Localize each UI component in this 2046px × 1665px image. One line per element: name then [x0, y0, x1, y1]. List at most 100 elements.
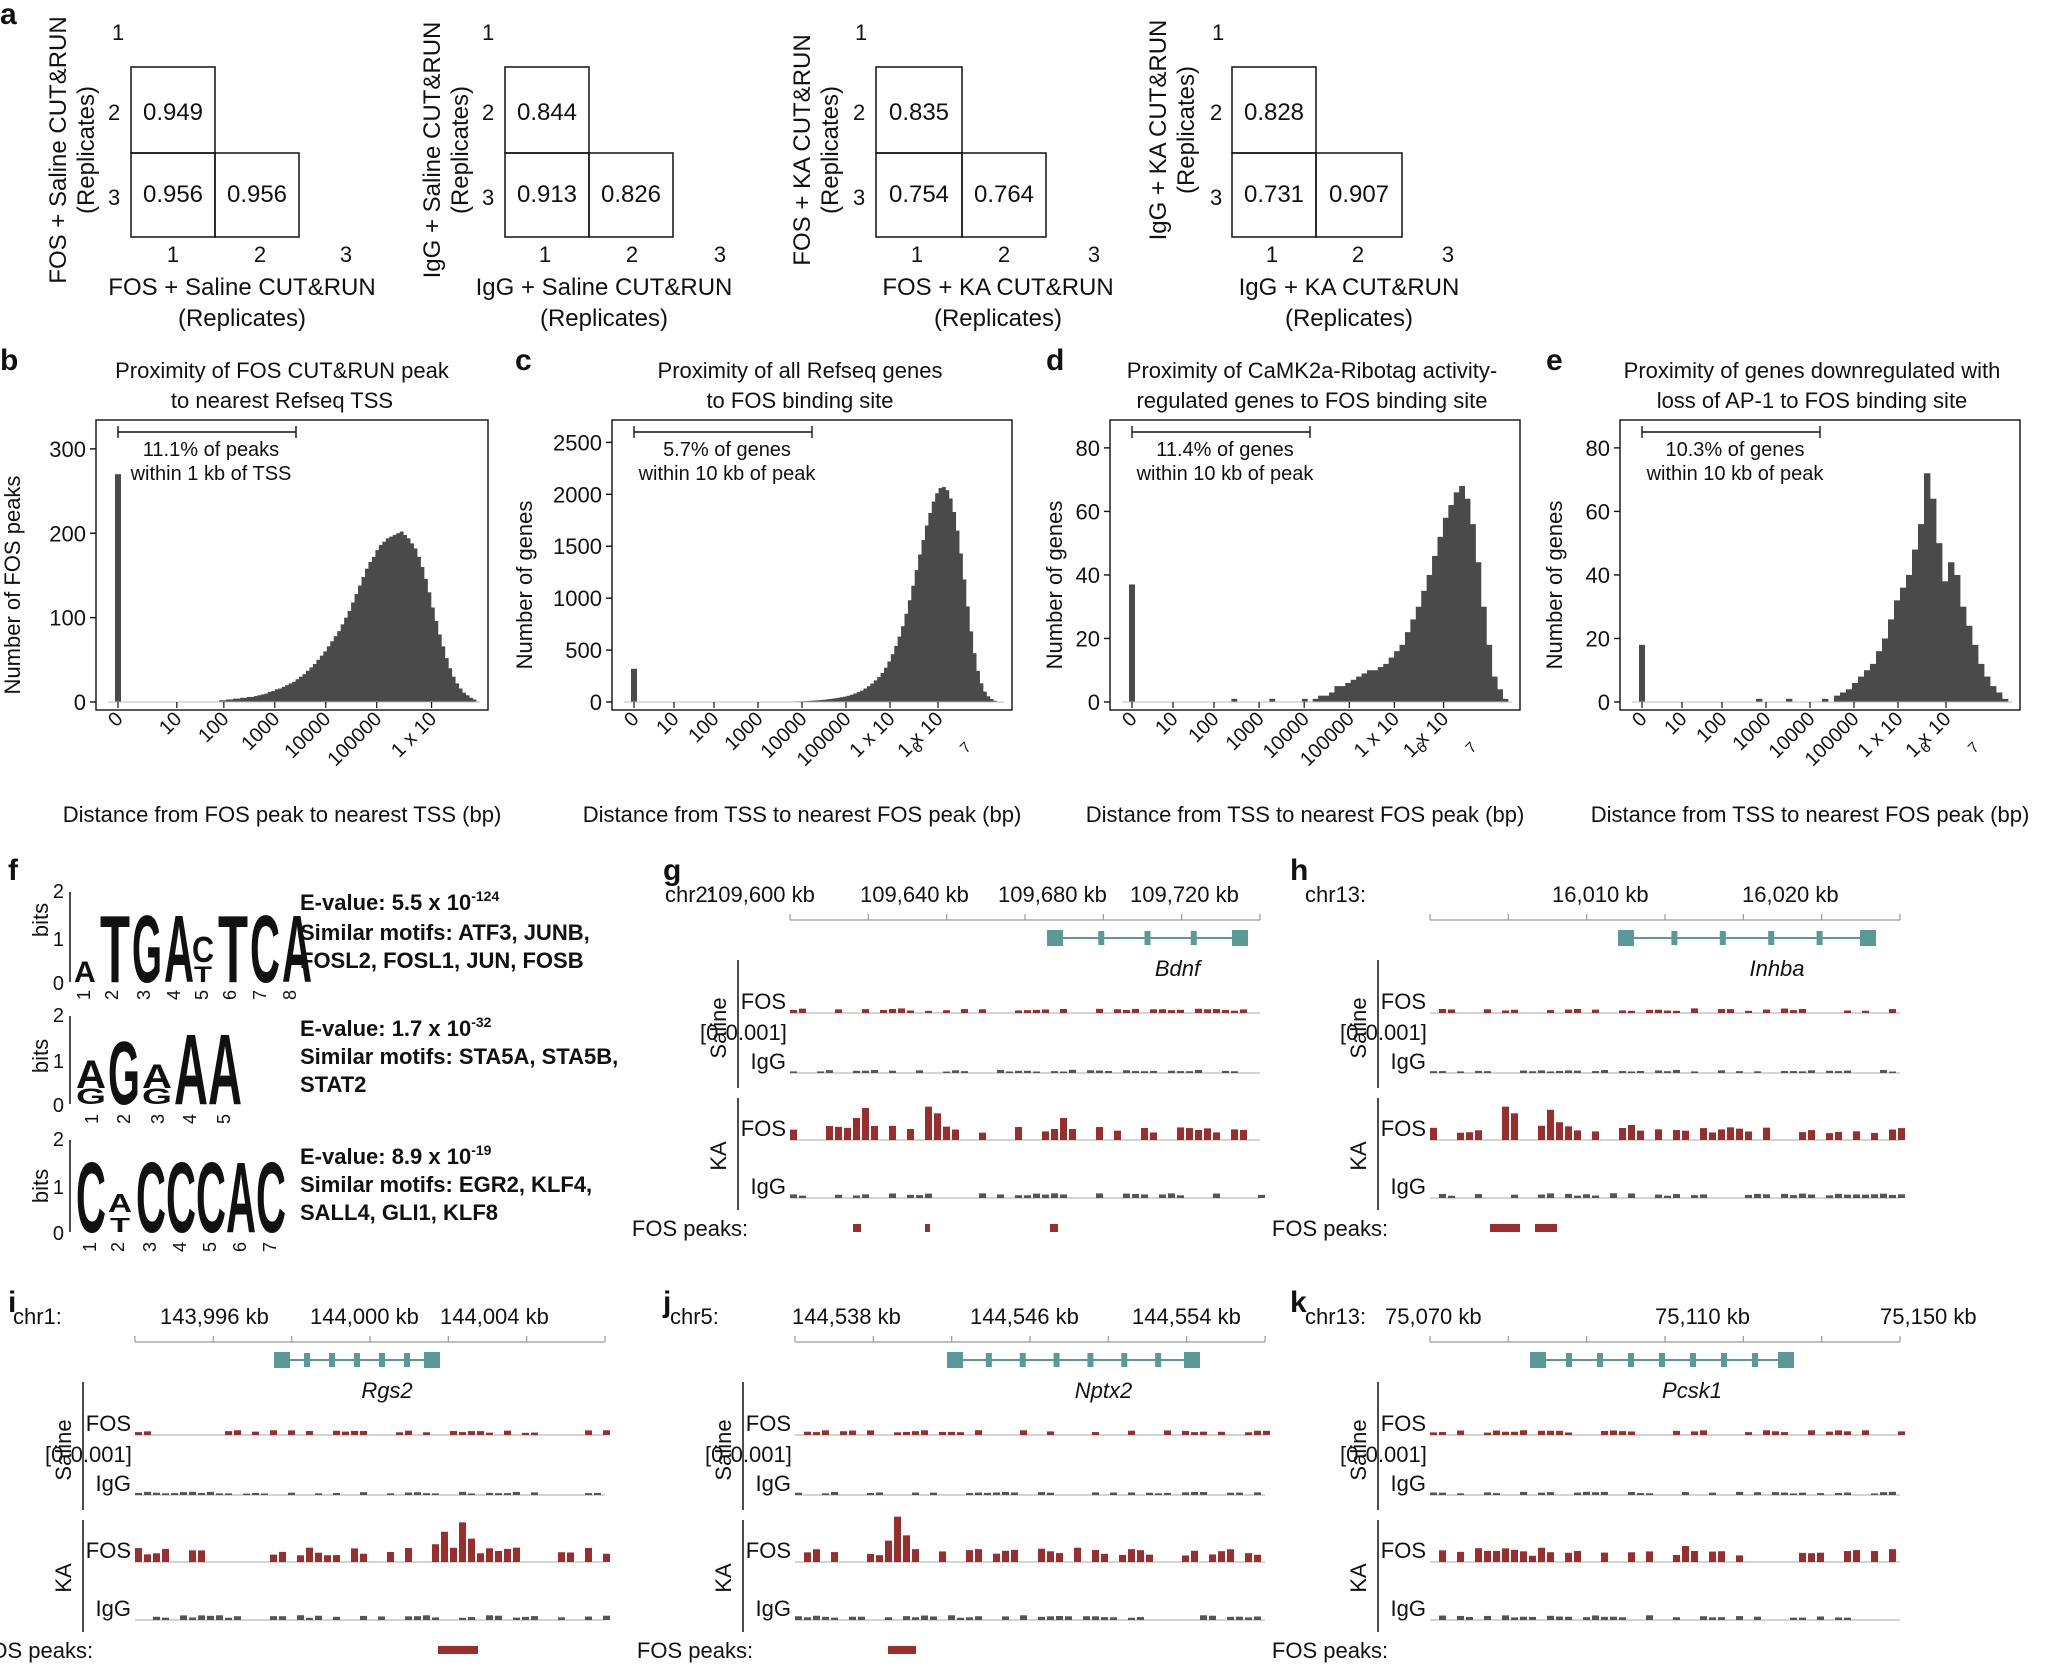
track-row-label: FOS	[1381, 989, 1426, 1014]
signal-bar	[1227, 1549, 1234, 1562]
x-tick-label: 100	[684, 708, 723, 747]
signal-bar	[1709, 1492, 1716, 1495]
signal-bar	[1637, 1130, 1644, 1140]
signal-bar	[1754, 1071, 1761, 1073]
motif-ytick-0: 0	[53, 1095, 64, 1117]
signal-bar	[1051, 1193, 1058, 1198]
signal-bar	[1520, 1491, 1527, 1495]
signal-bar	[1871, 1493, 1878, 1495]
signal-bar	[1231, 1071, 1238, 1073]
bar-zero	[1639, 644, 1645, 702]
bar	[281, 686, 286, 702]
signal-bar	[1673, 1617, 1680, 1620]
signal-bar	[1475, 1070, 1482, 1073]
motif-pos: 3	[140, 1242, 160, 1252]
signal-bar	[1047, 1551, 1054, 1562]
signal-bar	[1862, 1194, 1869, 1198]
chrom-label: chr13:	[1305, 1304, 1366, 1329]
exon	[1721, 1353, 1727, 1367]
signal-bar	[1853, 1131, 1860, 1140]
signal-bar	[957, 1432, 964, 1435]
signal-bar	[1430, 1071, 1437, 1073]
signal-bar	[1808, 1130, 1815, 1140]
signal-bar	[1191, 1491, 1198, 1495]
matrix-ytick-3: 3	[853, 185, 865, 210]
signal-bar	[1889, 1491, 1896, 1495]
exon	[1184, 1352, 1200, 1368]
bar	[1442, 517, 1449, 702]
motif-pos: 3	[134, 990, 154, 1000]
signal-bar	[1871, 1132, 1878, 1140]
signal-bar	[1592, 1009, 1599, 1013]
plot-frame	[1109, 419, 1521, 711]
signal-bar	[862, 1194, 869, 1198]
y-tick-label: 60	[1586, 499, 1610, 524]
plot-frame	[611, 419, 1013, 711]
signal-bar	[567, 1552, 574, 1562]
bar	[243, 697, 248, 702]
matrix-ytick-3: 3	[482, 185, 494, 210]
signal-bar	[1011, 1492, 1018, 1495]
signal-bar	[1466, 1132, 1473, 1140]
signal-bar	[1448, 1009, 1455, 1013]
bar	[1936, 543, 1943, 702]
signal-bar	[1574, 1070, 1581, 1073]
signal-bar	[1619, 1431, 1626, 1435]
signal-bar	[1529, 1616, 1536, 1620]
motif-ytick-2: 2	[53, 881, 64, 903]
bar	[1448, 505, 1455, 702]
signal-bar	[1727, 1009, 1734, 1013]
signal-bar	[1781, 1071, 1788, 1073]
x-tick-label: 100	[194, 708, 233, 747]
matrix-ytick-1: 1	[482, 20, 494, 45]
signal-bar	[1790, 1493, 1797, 1495]
signal-bar	[1655, 1009, 1662, 1013]
scale-range: [0-0.001]	[1340, 1442, 1427, 1467]
signal-bar	[1150, 1132, 1157, 1140]
signal-bar	[1213, 1009, 1220, 1013]
exon	[1190, 931, 1197, 945]
x-tick-exponent: 7	[1965, 739, 1983, 757]
coord-label: 75,110 kb	[1655, 1304, 1750, 1329]
signal-bar	[1033, 1009, 1040, 1013]
signal-bar	[979, 1009, 986, 1013]
signal-bar	[1114, 1009, 1121, 1013]
signal-bar	[1790, 1617, 1797, 1620]
signal-bar	[1484, 1615, 1491, 1620]
signal-bar	[1502, 1106, 1509, 1140]
signal-bar	[468, 1617, 475, 1620]
condition-saline: Saline	[711, 1419, 736, 1480]
signal-bar	[804, 1431, 811, 1435]
signal-bar	[1754, 1492, 1761, 1495]
panel-label-e: e	[1546, 344, 1563, 377]
signal-bar	[1547, 1193, 1554, 1198]
bar	[469, 697, 473, 702]
corr-value-31: 0.754	[889, 181, 949, 208]
annotation-2: within 10 kb of peak	[1136, 463, 1315, 485]
signal-bar	[1484, 1432, 1491, 1435]
exon	[424, 1352, 440, 1368]
signal-bar	[1457, 1430, 1464, 1435]
peaks-label: FOS peaks:	[1272, 1216, 1388, 1241]
coord-label: 16,010 kb	[1552, 882, 1649, 907]
motif-letter-C-icon: C	[166, 1142, 196, 1254]
signal-bar	[1691, 1071, 1698, 1073]
signal-bar	[144, 1431, 151, 1435]
chart-title-2: to FOS binding site	[706, 388, 893, 413]
bar	[901, 626, 905, 702]
signal-bar	[243, 1493, 250, 1495]
x-axis-label: Distance from TSS to nearest FOS peak (b…	[583, 802, 1022, 827]
signal-bar	[405, 1616, 412, 1620]
bar	[849, 694, 854, 702]
signal-bar	[1727, 1127, 1734, 1140]
track-row-label: IgG	[751, 1174, 786, 1199]
signal-bar	[171, 1493, 178, 1495]
matrix-cell-32	[588, 152, 674, 238]
signal-bar	[867, 1493, 874, 1495]
motif-letter-G-icon: G	[108, 1024, 140, 1124]
motif-pos: 7	[250, 990, 270, 1000]
exon	[1816, 931, 1823, 945]
signal-bar	[1024, 1195, 1031, 1198]
motif-ytick-1: 1	[53, 929, 64, 951]
signal-bar	[585, 1493, 592, 1495]
